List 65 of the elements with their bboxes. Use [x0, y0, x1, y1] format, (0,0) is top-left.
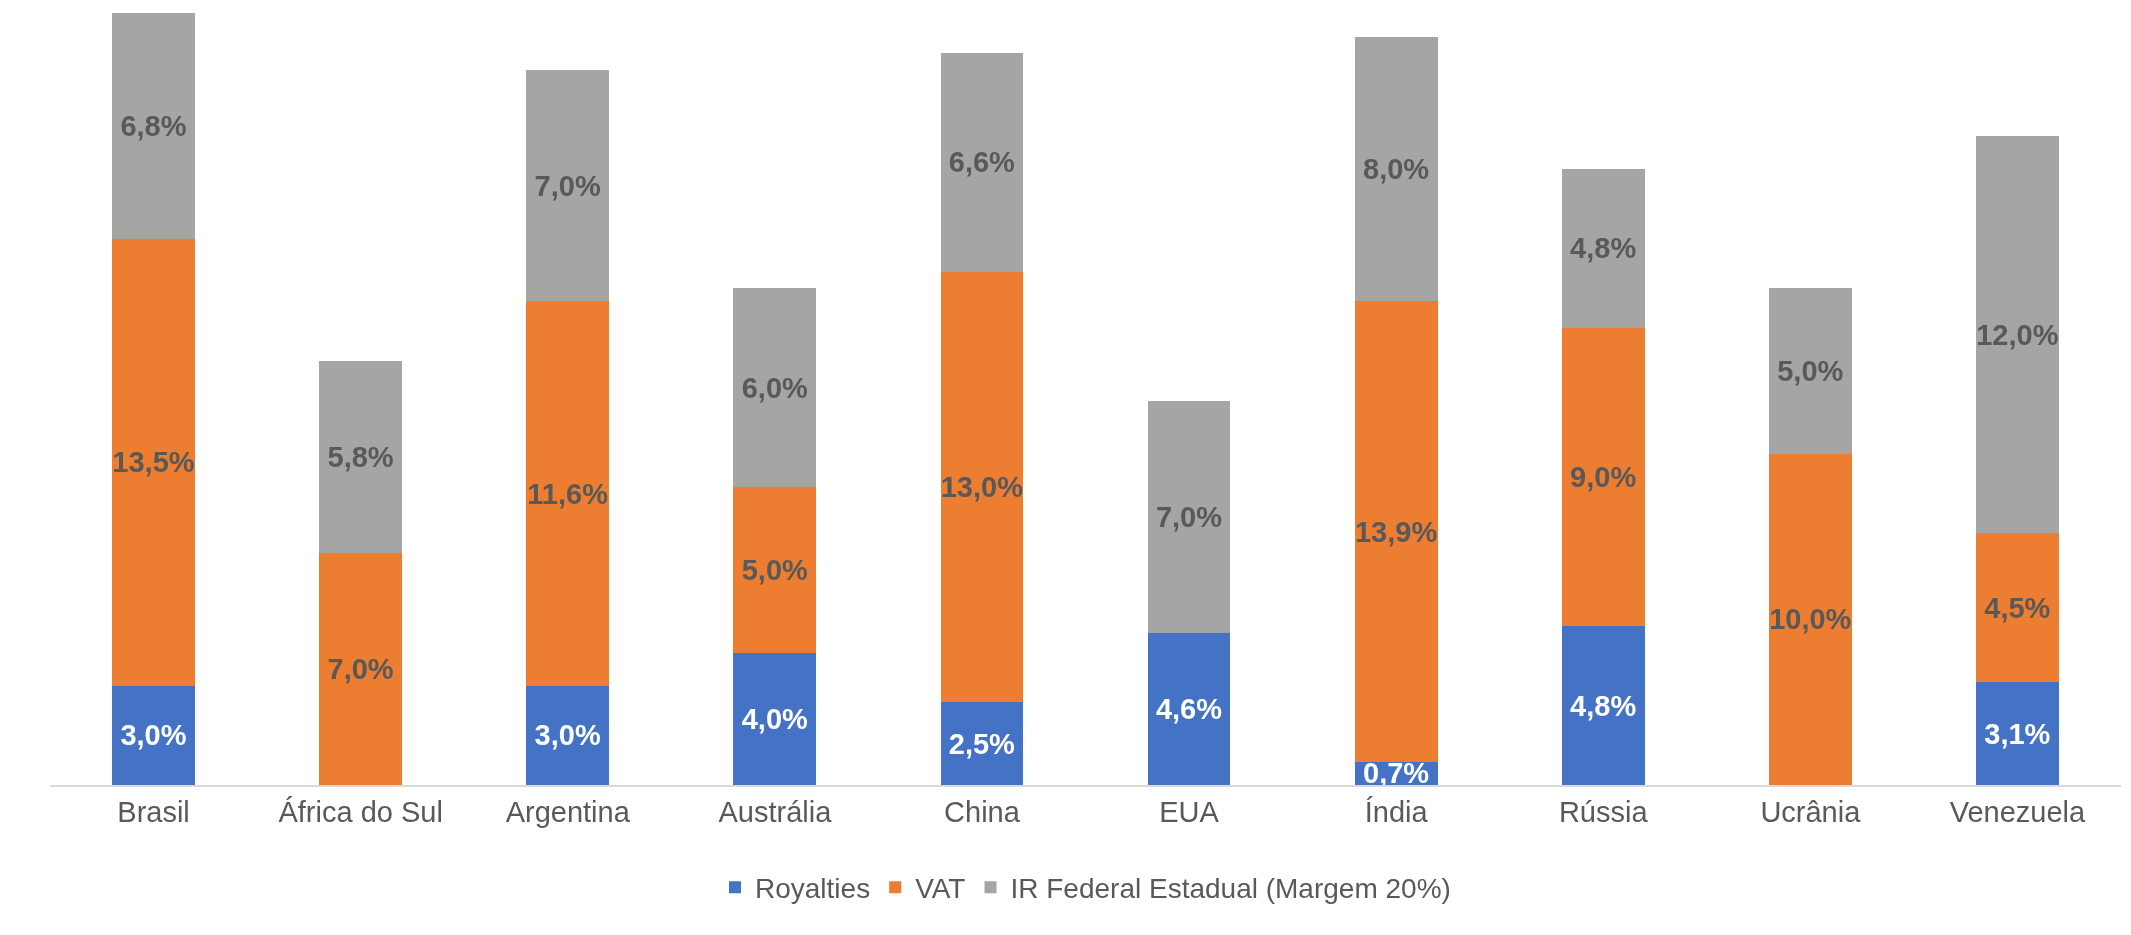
data-label: 10,0% — [1769, 603, 1852, 636]
bar — [112, 238, 195, 686]
x-tick-label: EUA — [1159, 795, 1220, 828]
data-label: 6,8% — [120, 109, 187, 142]
data-label: 13,5% — [112, 446, 195, 479]
legend-label: Royalties — [755, 873, 871, 905]
data-label: 4,5% — [1984, 591, 2051, 624]
x-tick-label: Rússia — [1558, 795, 1649, 828]
data-label: 6,6% — [948, 146, 1016, 179]
data-label: 3,0% — [534, 719, 601, 752]
data-label: 3,0% — [120, 719, 187, 752]
data-label: 5,0% — [741, 553, 809, 586]
data-label: 5,0% — [1777, 355, 1844, 388]
x-tick-label: Brasil — [117, 795, 190, 828]
x-tick-label: Ucrânia — [1760, 795, 1862, 828]
data-label: 7,0% — [1155, 500, 1223, 533]
bar — [733, 652, 817, 785]
x-tick-label: Austrália — [718, 795, 833, 828]
data-label: 12,0% — [1976, 318, 2059, 351]
bar — [1561, 168, 1645, 328]
bar — [1768, 453, 1852, 785]
bar — [1561, 327, 1645, 627]
legend-label: IR Federal Estadual (Margem 20%) — [1010, 873, 1451, 905]
data-label: 4,0% — [741, 702, 809, 735]
data-label: 3,1% — [1984, 717, 2051, 750]
bar — [733, 288, 817, 487]
data-label: 4,8% — [1570, 232, 1637, 265]
data-label: 2,5% — [948, 727, 1016, 760]
bar — [940, 271, 1024, 703]
data-label: 0,7% — [1362, 757, 1430, 790]
bar — [526, 685, 610, 785]
bar — [1561, 626, 1645, 785]
data-label: 7,0% — [327, 653, 394, 686]
legend-label: VAT — [915, 873, 966, 905]
data-label: 7,0% — [534, 169, 601, 202]
data-label: 8,0% — [1362, 152, 1430, 185]
data-label: 13,9% — [1354, 515, 1438, 548]
bar — [1147, 632, 1231, 785]
data-label: 13,0% — [940, 470, 1024, 503]
bar — [112, 13, 195, 239]
bar — [1768, 288, 1852, 454]
bar — [940, 53, 1024, 272]
bar — [733, 486, 817, 653]
bar — [526, 69, 610, 302]
bar — [112, 685, 195, 785]
bar — [1976, 135, 2059, 534]
x-tick-label: Índia — [1364, 795, 1429, 828]
data-label: 9,0% — [1570, 460, 1637, 493]
x-tick-label: Argentina — [505, 795, 631, 828]
x-tick-label: África do Sul — [278, 795, 443, 828]
bar — [526, 301, 610, 686]
bar — [319, 553, 403, 785]
data-label: 6,0% — [741, 371, 809, 404]
data-label: 4,6% — [1155, 692, 1223, 725]
x-tick-label: China — [944, 795, 1021, 828]
bar — [319, 361, 403, 554]
bar — [1354, 36, 1438, 302]
bar — [1354, 301, 1438, 762]
x-tick-label: Venezuela — [1949, 795, 2087, 828]
bar — [1976, 533, 2059, 683]
data-label: 4,8% — [1570, 689, 1637, 722]
data-label: 11,6% — [527, 477, 609, 510]
bar — [1976, 682, 2059, 785]
bar — [1147, 400, 1231, 633]
data-label: 5,8% — [327, 441, 394, 474]
